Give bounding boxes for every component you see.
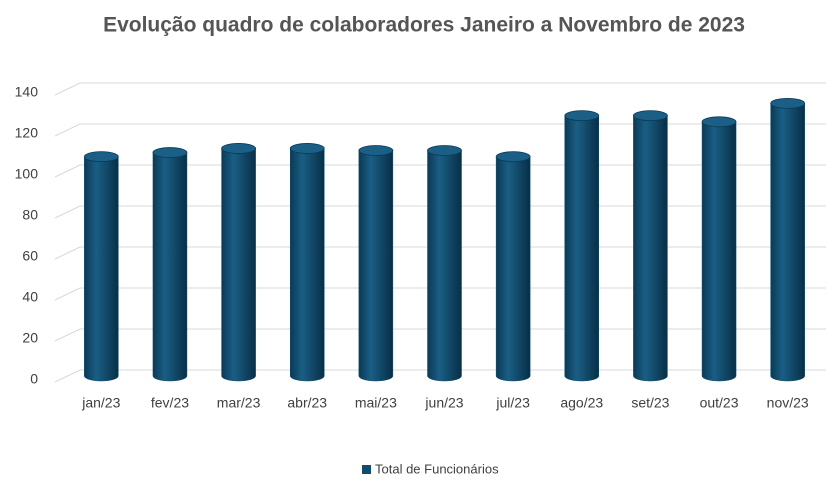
x-tick-label: mar/23 [217,395,261,411]
x-tick-label: nov/23 [767,395,809,411]
x-tick-label: set/23 [631,395,669,411]
chart-title: Evolução quadro de colaboradores Janeiro… [103,14,745,37]
bar-top [152,147,188,158]
bar-top [358,145,394,156]
bar-top [83,151,119,163]
grid-line-side [54,123,81,137]
bar [564,115,600,382]
bar [152,152,188,382]
y-tick-label: 0 [30,371,38,387]
bar [633,115,668,382]
bar-top [495,151,531,163]
grid-line-side [54,328,81,342]
x-tick-label: abr/23 [287,395,327,411]
bar-top [701,116,737,128]
x-tick-label: out/23 [700,395,739,411]
bar-top [427,145,462,156]
bar [701,121,737,382]
bar [221,148,256,382]
grid-line-side [54,205,81,219]
legend-swatch [362,465,371,474]
y-tick-label: 20 [22,330,38,346]
bar-top [221,143,256,154]
legend-label: Total de Funcionários [375,461,499,476]
grid-line-side [54,369,81,383]
bar [495,156,531,382]
bar-top [289,143,325,154]
grid-line-side [54,287,81,301]
bar [427,150,462,382]
bar [358,150,394,382]
y-tick-label: 60 [22,248,38,264]
x-tick-label: mai/23 [355,395,397,411]
bar-top [770,97,806,109]
y-tick-label: 100 [15,166,39,182]
bar-top [564,110,600,122]
bar [289,148,325,382]
bar-top [633,110,668,122]
x-tick-label: fev/23 [151,395,189,411]
x-tick-label: jun/23 [424,395,463,411]
grid-line-side [54,246,81,260]
bar [770,103,805,382]
y-tick-label: 80 [22,207,38,223]
bar [84,156,119,382]
x-tick-label: jan/23 [81,395,120,411]
grid-line-side [54,164,81,178]
grid-line-side [54,82,81,96]
y-tick-label: 120 [15,125,39,141]
x-tick-label: jul/23 [495,395,530,411]
y-tick-label: 40 [22,289,38,305]
y-tick-label: 140 [15,84,39,100]
x-tick-label: ago/23 [560,395,603,411]
